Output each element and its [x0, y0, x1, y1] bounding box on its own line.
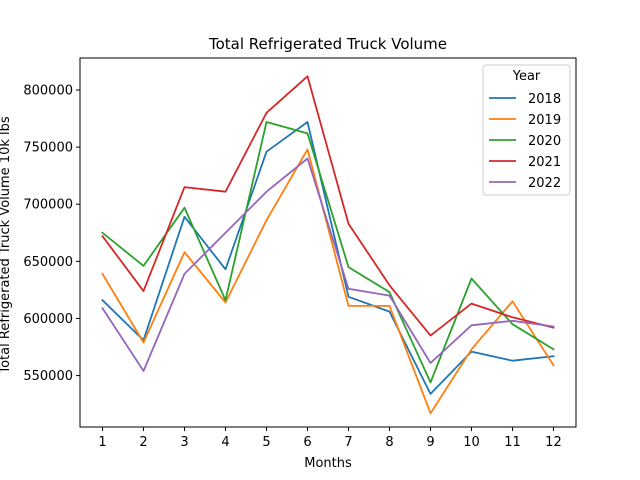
legend-label-2020: 2020 — [528, 134, 561, 149]
y-tick-label: 700000 — [23, 198, 73, 213]
legend-title: Year — [512, 69, 541, 84]
y-tick-label: 600000 — [23, 312, 73, 327]
y-axis-title: Total Refrigerated Truck Volume 10k lbs — [0, 116, 13, 374]
plot-frame — [79, 57, 577, 428]
plot-area: 1 2 3 4 5 6 7 8 9 10 11 125500006000006500007000007… — [23, 57, 577, 450]
x-tick-label: 1 — [98, 435, 106, 450]
x-tick-label: 12 — [545, 435, 562, 450]
x-tick-label: 8 — [385, 435, 393, 450]
legend-label-2022: 2022 — [528, 176, 561, 191]
chart-title: Total Refrigerated Truck Volume — [208, 35, 447, 53]
x-axis-title: Months — [304, 456, 352, 471]
x-tick-label: 9 — [426, 435, 434, 450]
x-tick-label: 4 — [221, 435, 229, 450]
series-line-2018 — [101, 121, 555, 395]
y-tick-label: 550000 — [23, 369, 73, 384]
x-tick-label: 10 — [463, 435, 480, 450]
series-line-2021 — [101, 75, 555, 337]
y-tick-label: 650000 — [23, 255, 73, 270]
x-tick-label: 7 — [344, 435, 352, 450]
legend-label-2019: 2019 — [528, 113, 561, 128]
x-tick-label: 5 — [262, 435, 270, 450]
series-line-2022 — [101, 157, 555, 372]
legend: Year 2018 2019 2020 2021 2022 — [482, 64, 571, 196]
x-tick-label: 3 — [180, 435, 188, 450]
y-tick-label: 800000 — [23, 83, 73, 98]
legend-label-2021: 2021 — [528, 155, 561, 170]
series-line-2020 — [101, 121, 555, 384]
y-tick-label: 750000 — [23, 141, 73, 156]
x-tick-label: 2 — [139, 435, 147, 450]
x-tick-label: 11 — [504, 435, 521, 450]
x-tick-label: 6 — [303, 435, 311, 450]
series-line-2019 — [101, 148, 555, 415]
legend-label-2018: 2018 — [528, 92, 561, 107]
